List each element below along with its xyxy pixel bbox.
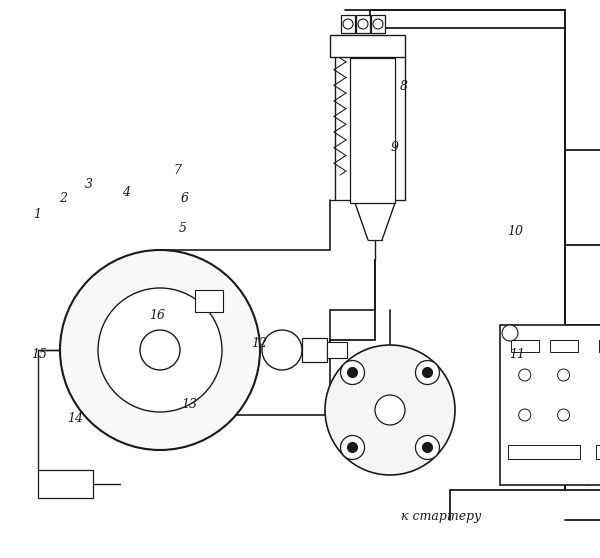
Circle shape — [341, 435, 365, 459]
Bar — [341, 15, 355, 33]
Circle shape — [502, 325, 518, 341]
Circle shape — [341, 360, 365, 384]
Bar — [330, 35, 405, 57]
Circle shape — [415, 360, 439, 384]
Text: 6: 6 — [181, 191, 189, 205]
Text: 1: 1 — [33, 208, 41, 222]
Circle shape — [140, 330, 180, 370]
Text: 3: 3 — [85, 177, 93, 191]
Text: 10: 10 — [507, 225, 523, 238]
Circle shape — [373, 19, 383, 29]
Circle shape — [519, 369, 531, 381]
Circle shape — [557, 409, 569, 421]
Circle shape — [422, 442, 433, 453]
Circle shape — [347, 442, 358, 453]
Bar — [302, 338, 327, 362]
Circle shape — [60, 250, 260, 450]
Circle shape — [557, 369, 569, 381]
Bar — [356, 15, 370, 33]
Bar — [508, 445, 580, 459]
Text: 5: 5 — [179, 222, 187, 235]
Circle shape — [343, 19, 353, 29]
Text: 2: 2 — [59, 191, 67, 205]
Text: 12: 12 — [251, 336, 267, 350]
Text: 4: 4 — [122, 186, 130, 199]
Circle shape — [519, 409, 531, 421]
Text: 11: 11 — [509, 348, 525, 361]
Bar — [195, 290, 223, 312]
Text: 15: 15 — [31, 348, 47, 361]
Bar — [550, 340, 578, 352]
Circle shape — [347, 368, 358, 378]
Text: 9: 9 — [391, 141, 399, 155]
Text: 8: 8 — [400, 80, 408, 93]
Circle shape — [379, 398, 402, 422]
Circle shape — [415, 435, 439, 459]
Circle shape — [358, 19, 368, 29]
Bar — [596, 445, 600, 459]
Text: 14: 14 — [67, 412, 83, 425]
Bar — [350, 58, 395, 203]
Circle shape — [422, 368, 433, 378]
Circle shape — [325, 345, 455, 475]
Bar — [500, 325, 600, 485]
Text: к стартеру: к стартеру — [401, 509, 481, 523]
Bar — [327, 342, 347, 358]
Bar — [511, 340, 539, 352]
Text: 16: 16 — [149, 309, 165, 322]
Circle shape — [262, 330, 302, 370]
Bar — [38, 470, 93, 498]
Text: 13: 13 — [181, 398, 197, 411]
Circle shape — [375, 395, 405, 425]
Bar — [371, 15, 385, 33]
Text: 7: 7 — [173, 163, 181, 177]
Circle shape — [98, 288, 222, 412]
Bar — [599, 340, 600, 352]
